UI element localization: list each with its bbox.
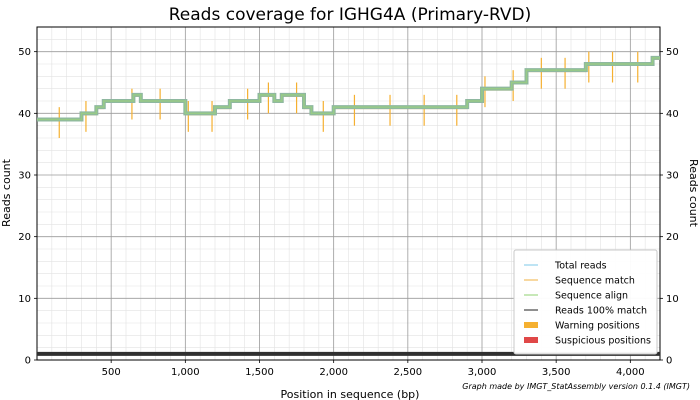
y-tick-label-right: 30	[666, 171, 679, 182]
credit-note: Graph made by IMGT_StatAssembly version …	[462, 382, 690, 391]
x-tick-label: 4,000	[616, 367, 645, 378]
legend-label: Sequence match	[555, 276, 635, 287]
y-tick-label-left: 40	[18, 109, 31, 120]
legend-label: Reads 100% match	[555, 306, 647, 317]
legend-label: Total reads	[554, 261, 607, 272]
y-tick-label-right: 20	[666, 232, 679, 243]
x-tick-label: 1,500	[245, 367, 274, 378]
y-tick-label-right: 40	[666, 109, 679, 120]
chart-title: Reads coverage for IGHG4A (Primary-RVD)	[169, 5, 531, 25]
x-tick-label: 500	[102, 367, 121, 378]
y-axis-label-left: Reads count	[0, 158, 13, 227]
plot-area	[36, 26, 661, 361]
series-line-sequence-align	[37, 57, 660, 121]
axis-ticks: 500 1,000 1,500 2,000 2,500 3,000 3,500 4,000 0 0…	[18, 47, 678, 378]
warning-position-marks	[58, 51, 639, 138]
legend-label: Sequence align	[555, 291, 628, 302]
y-tick-label-left: 50	[18, 47, 31, 58]
legend-label: Warning positions	[555, 321, 640, 332]
x-tick-label: 1,000	[171, 367, 200, 378]
y-tick-label-left: 0	[25, 356, 31, 367]
legend-box	[513, 249, 658, 355]
y-tick-label-right: 0	[666, 356, 672, 367]
x-tick-label: 3,500	[542, 367, 571, 378]
legend-swatch	[524, 322, 538, 328]
y-tick-label-right: 50	[666, 47, 679, 58]
x-tick-label: 2,500	[394, 367, 423, 378]
y-axis-label-right: Reads count	[687, 159, 700, 228]
x-tick-label: 3,000	[468, 367, 497, 378]
y-tick-label-left: 30	[18, 171, 31, 182]
legend: Total reads Sequence match Sequence align R…	[513, 249, 658, 355]
x-tick-label: 2,000	[319, 367, 348, 378]
y-tick-label-left: 20	[18, 232, 31, 243]
y-tick-label-right: 10	[666, 294, 679, 305]
x-axis-label: Position in sequence (bp)	[281, 388, 420, 400]
legend-swatch	[524, 337, 538, 343]
y-tick-label-left: 10	[18, 294, 31, 305]
legend-label: Suspicious positions	[555, 336, 651, 347]
